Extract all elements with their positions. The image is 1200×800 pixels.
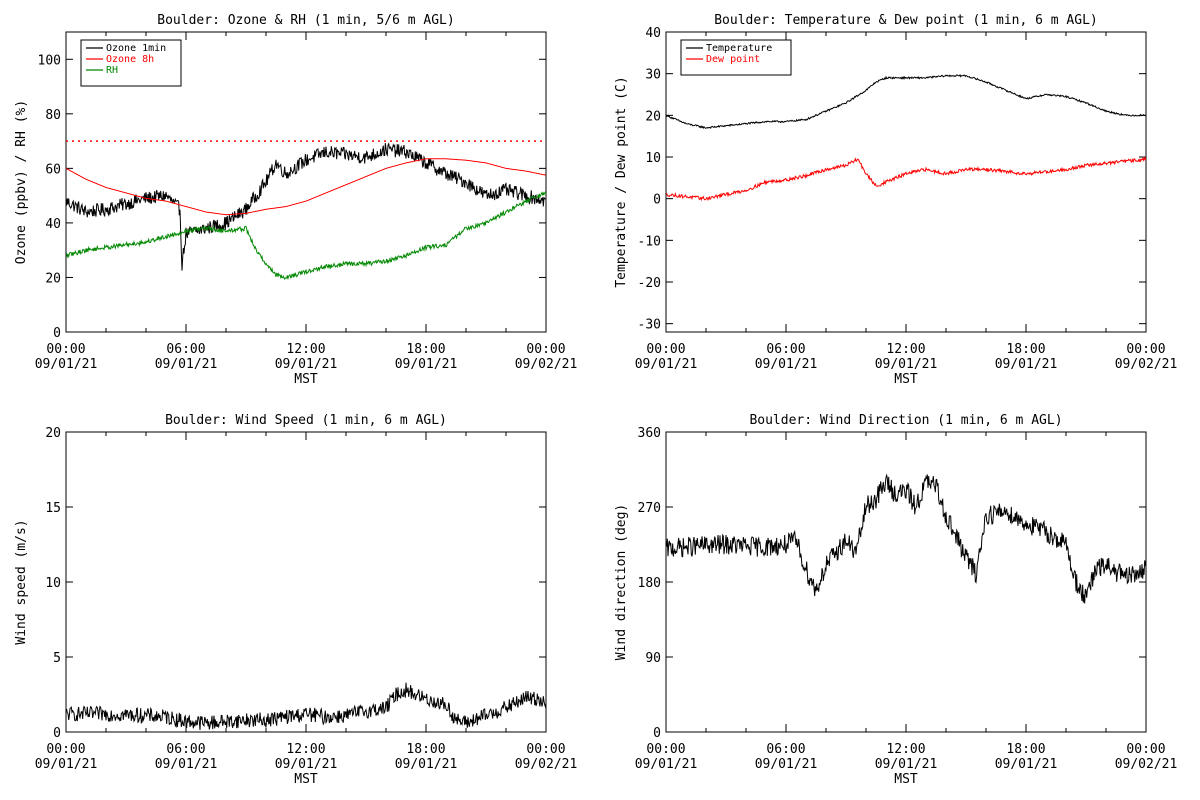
y-tick-label: 30	[645, 68, 661, 83]
y-tick-label: 5	[53, 651, 61, 666]
chart-title: Boulder: Temperature & Dew point (1 min,…	[714, 13, 1098, 28]
x-tick-label-time: 00:00	[526, 742, 565, 757]
chart-title: Boulder: Ozone & RH (1 min, 5/6 m AGL)	[157, 13, 454, 28]
series-group	[66, 682, 546, 731]
series-group	[66, 142, 546, 281]
legend-label: RH	[106, 65, 118, 76]
x-tick-label-date: 09/01/21	[35, 757, 98, 772]
x-tick-label-time: 06:00	[166, 742, 205, 757]
x-axis-label: MST	[894, 372, 918, 387]
series-group	[666, 73, 1146, 202]
y-axis-label: Wind direction (deg)	[614, 504, 629, 661]
x-tick-label-time: 00:00	[646, 742, 685, 757]
x-tick-label-time: 12:00	[886, 742, 925, 757]
y-tick-label: 100	[38, 53, 61, 68]
series-line	[66, 191, 546, 281]
y-axis-label: Temperature / Dew point (C)	[614, 76, 629, 287]
x-tick-label-date: 09/01/21	[755, 357, 818, 372]
x-tick-label-date: 09/02/21	[1115, 757, 1178, 772]
y-axis-label: Wind speed (m/s)	[14, 519, 29, 644]
series-line	[66, 158, 546, 216]
x-tick-label-time: 18:00	[406, 342, 445, 357]
x-tick-label-date: 09/01/21	[635, 757, 698, 772]
y-tick-label: 80	[45, 108, 61, 123]
x-tick-label-time: 00:00	[46, 742, 85, 757]
x-tick-label-date: 09/01/21	[275, 357, 338, 372]
x-axis-label: MST	[894, 772, 918, 787]
y-tick-label: 15	[45, 501, 61, 516]
x-tick-label-date: 09/01/21	[755, 757, 818, 772]
x-tick-label-date: 09/01/21	[155, 357, 218, 372]
x-tick-label-time: 06:00	[766, 742, 805, 757]
y-tick-label: -10	[638, 234, 661, 249]
legend-box	[680, 39, 792, 76]
y-tick-label: 20	[45, 426, 61, 441]
x-tick-label-date: 09/02/21	[1115, 357, 1178, 372]
y-tick-label: 0	[653, 726, 661, 741]
y-tick-label: 180	[638, 576, 661, 591]
y-tick-label: 270	[638, 501, 661, 516]
chart-title: Boulder: Wind Speed (1 min, 6 m AGL)	[165, 413, 447, 428]
x-axis-label: MST	[294, 772, 318, 787]
legend-label: Ozone 8h	[106, 54, 154, 65]
series-line	[66, 142, 546, 271]
x-tick-label-date: 09/01/21	[275, 757, 338, 772]
y-axis-label: Ozone (ppbv) / RH (%)	[14, 100, 29, 264]
y-tick-label: 10	[45, 576, 61, 591]
x-tick-label-date: 09/01/21	[995, 357, 1058, 372]
x-tick-label-time: 12:00	[286, 342, 325, 357]
y-tick-label: 90	[645, 651, 661, 666]
legend-label: Dew point	[706, 54, 760, 65]
x-tick-label-time: 00:00	[46, 342, 85, 357]
x-tick-label-time: 18:00	[406, 742, 445, 757]
y-tick-label: -20	[638, 276, 661, 291]
y-tick-label: 10	[645, 151, 661, 166]
x-axis-label: MST	[294, 372, 318, 387]
y-tick-label: 0	[53, 326, 61, 341]
y-tick-label: 40	[45, 217, 61, 232]
y-tick-label: 0	[53, 726, 61, 741]
x-tick-label-time: 12:00	[886, 342, 925, 357]
plot-frame	[665, 431, 1147, 733]
legend-label: Ozone 1min	[106, 43, 166, 54]
x-tick-label-time: 00:00	[1126, 742, 1165, 757]
y-tick-label: 20	[645, 109, 661, 124]
x-tick-label-time: 12:00	[286, 742, 325, 757]
series-line	[666, 473, 1146, 604]
x-tick-label-date: 09/01/21	[35, 357, 98, 372]
x-tick-label-date: 09/01/21	[395, 357, 458, 372]
y-tick-label: 60	[45, 162, 61, 177]
y-tick-label: 20	[45, 271, 61, 286]
x-tick-label-date: 09/02/21	[515, 757, 578, 772]
x-tick-label-date: 09/01/21	[395, 757, 458, 772]
x-tick-label-time: 00:00	[1126, 342, 1165, 357]
x-tick-label-time: 00:00	[646, 342, 685, 357]
x-tick-label-date: 09/01/21	[875, 757, 938, 772]
x-tick-label-time: 06:00	[766, 342, 805, 357]
plot-frame	[65, 431, 547, 733]
chart-title: Boulder: Wind Direction (1 min, 6 m AGL)	[749, 413, 1062, 428]
x-tick-label-time: 06:00	[166, 342, 205, 357]
y-tick-label: 0	[653, 193, 661, 208]
series-group	[666, 473, 1146, 604]
y-tick-label: 360	[638, 426, 661, 441]
series-line	[666, 73, 1146, 130]
x-tick-label-date: 09/01/21	[635, 357, 698, 372]
y-tick-label: -30	[638, 318, 661, 333]
x-tick-label-date: 09/01/21	[995, 757, 1058, 772]
x-tick-label-date: 09/01/21	[875, 357, 938, 372]
x-tick-label-time: 00:00	[526, 342, 565, 357]
series-line	[66, 682, 546, 731]
series-line	[666, 156, 1146, 202]
x-tick-label-time: 18:00	[1006, 342, 1045, 357]
x-tick-label-date: 09/02/21	[515, 357, 578, 372]
legend-label: Temperature	[706, 43, 772, 54]
x-tick-label-time: 18:00	[1006, 742, 1045, 757]
y-tick-label: 40	[645, 26, 661, 41]
x-tick-label-date: 09/01/21	[155, 757, 218, 772]
